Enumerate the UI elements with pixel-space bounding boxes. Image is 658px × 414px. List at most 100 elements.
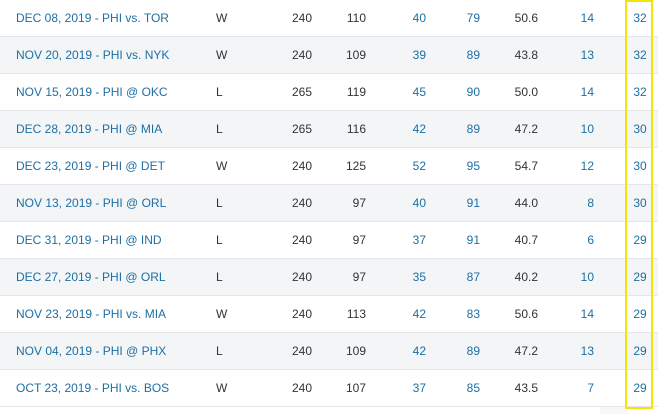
fgm-link[interactable]: 52 [412,159,426,173]
minutes-cell: 265 [291,122,312,136]
matchup-link[interactable]: DEC 27, 2019 - PHI @ ORL [16,270,166,284]
three-pa-link[interactable]: 30 [633,122,647,136]
matchup-link[interactable]: NOV 15, 2019 - PHI @ OKC [16,85,168,99]
fgm-link[interactable]: 37 [412,233,426,247]
minutes-cell: 265 [291,85,312,99]
three-pm-link[interactable]: 7 [587,381,594,395]
three-pa-link[interactable]: 29 [633,270,647,284]
fgm-link[interactable]: 39 [412,48,426,62]
three-pm-link[interactable]: 10 [580,270,594,284]
points-cell: 109 [345,48,366,62]
fga-link[interactable]: 79 [466,11,480,25]
three-pm-link[interactable]: 6 [587,233,594,247]
table-row: DEC 31, 2019 - PHI @ IND L 240 97 37 91 … [0,222,658,259]
three-pa-link[interactable]: 30 [633,196,647,210]
points-cell: 97 [352,270,366,284]
three-pa-link[interactable]: 29 [633,307,647,321]
fg-pct-cell: 43.5 [514,381,538,395]
minutes-cell: 240 [291,344,312,358]
fg-pct-cell: 43.8 [514,48,538,62]
fgm-link[interactable]: 40 [412,196,426,210]
table-row: NOV 04, 2019 - PHI @ PHX L 240 109 42 89… [0,333,658,370]
three-pm-link[interactable]: 13 [580,344,594,358]
points-cell: 116 [346,122,366,136]
fgm-link[interactable]: 45 [412,85,426,99]
fgm-link[interactable]: 37 [412,381,426,395]
matchup-link[interactable]: NOV 23, 2019 - PHI vs. MIA [16,307,167,321]
three-pa-link[interactable]: 32 [633,11,647,25]
fgm-link[interactable]: 42 [412,307,426,321]
points-cell: 97 [352,196,366,210]
three-pm-link[interactable]: 14 [580,85,594,99]
fga-link[interactable]: 91 [466,196,480,210]
minutes-cell: 240 [291,381,312,395]
table-row: NOV 15, 2019 - PHI @ OKC L 265 119 45 90… [0,74,658,111]
matchup-link[interactable]: DEC 31, 2019 - PHI @ IND [16,233,162,247]
win-loss-cell: W [216,48,228,62]
table-row: OCT 23, 2019 - PHI vs. BOS W 240 107 37 … [0,370,658,407]
matchup-link[interactable]: DEC 23, 2019 - PHI @ DET [16,159,165,173]
fga-link[interactable]: 91 [466,233,480,247]
three-pa-link[interactable]: 32 [633,48,647,62]
fg-pct-cell: 47.2 [514,122,538,136]
fg-pct-cell: 47.2 [514,344,538,358]
minutes-cell: 240 [291,270,312,284]
matchup-link[interactable]: DEC 28, 2019 - PHI @ MIA [16,122,163,136]
matchup-link[interactable]: OCT 23, 2019 - PHI vs. BOS [16,381,170,395]
win-loss-cell: W [216,381,228,395]
three-pa-link[interactable]: 29 [633,381,647,395]
win-loss-cell: W [216,307,228,321]
table-row: DEC 27, 2019 - PHI @ ORL L 240 97 35 87 … [0,259,658,296]
points-cell: 109 [345,344,366,358]
fga-link[interactable]: 85 [466,381,480,395]
table-row: NOV 13, 2019 - PHI @ ORL L 240 97 40 91 … [0,185,658,222]
three-pa-link[interactable]: 29 [633,344,647,358]
fgm-link[interactable]: 42 [412,122,426,136]
fg-pct-cell: 50.0 [514,85,538,99]
minutes-cell: 240 [291,48,312,62]
table-row: DEC 08, 2019 - PHI vs. TOR W 240 110 40 … [0,0,658,37]
matchup-link[interactable]: DEC 08, 2019 - PHI vs. TOR [16,11,169,25]
three-pa-link[interactable]: 29 [633,233,647,247]
table-row: NOV 20, 2019 - PHI vs. NYK W 240 109 39 … [0,37,658,74]
points-cell: 119 [346,85,366,99]
three-pa-link[interactable]: 32 [633,85,647,99]
fg-pct-cell: 44.0 [514,196,538,210]
three-pm-link[interactable]: 14 [580,11,594,25]
win-loss-cell: L [216,233,223,247]
fga-link[interactable]: 83 [466,307,480,321]
points-cell: 110 [346,11,366,25]
fgm-link[interactable]: 35 [412,270,426,284]
fg-pct-cell: 50.6 [514,11,538,25]
fga-link[interactable]: 87 [466,270,480,284]
minutes-cell: 240 [291,233,312,247]
fg-pct-cell: 54.7 [514,159,538,173]
win-loss-cell: L [216,270,223,284]
win-loss-cell: L [216,85,223,99]
win-loss-cell: W [216,11,228,25]
points-cell: 97 [352,233,366,247]
fga-link[interactable]: 95 [466,159,480,173]
minutes-cell: 240 [291,11,312,25]
three-pm-link[interactable]: 8 [587,196,594,210]
minutes-cell: 240 [291,196,312,210]
matchup-link[interactable]: NOV 13, 2019 - PHI @ ORL [16,196,167,210]
fga-link[interactable]: 89 [466,122,480,136]
fgm-link[interactable]: 42 [412,344,426,358]
fga-link[interactable]: 89 [466,344,480,358]
three-pa-link[interactable]: 30 [633,159,647,173]
win-loss-cell: L [216,344,223,358]
three-pm-link[interactable]: 10 [580,122,594,136]
three-pm-link[interactable]: 12 [580,159,594,173]
matchup-link[interactable]: NOV 20, 2019 - PHI vs. NYK [16,48,170,62]
fga-link[interactable]: 89 [466,48,480,62]
fg-pct-cell: 50.6 [514,307,538,321]
three-pm-link[interactable]: 14 [580,307,594,321]
fgm-link[interactable]: 40 [412,11,426,25]
fg-pct-cell: 40.7 [514,233,538,247]
minutes-cell: 240 [291,307,312,321]
three-pm-link[interactable]: 13 [580,48,594,62]
fga-link[interactable]: 90 [466,85,480,99]
matchup-link[interactable]: NOV 04, 2019 - PHI @ PHX [16,344,167,358]
